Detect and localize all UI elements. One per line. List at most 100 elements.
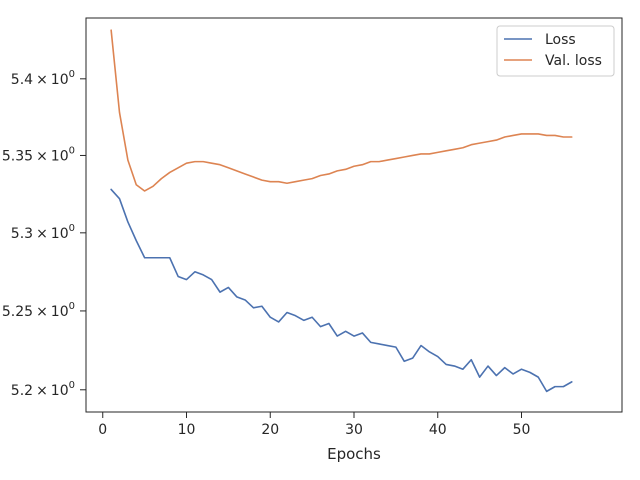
data-point-val-loss — [529, 133, 531, 135]
data-point-loss — [127, 221, 129, 223]
data-point-loss — [311, 316, 313, 318]
data-point-val-loss — [344, 168, 346, 170]
data-point-val-loss — [411, 154, 413, 156]
data-point-val-loss — [152, 185, 154, 187]
data-point-val-loss — [135, 184, 137, 186]
data-point-loss — [571, 381, 573, 383]
y-tick-label: 5.4 × 100 — [11, 69, 75, 88]
data-point-loss — [562, 385, 564, 387]
data-point-loss — [344, 330, 346, 332]
data-point-val-loss — [269, 180, 271, 182]
data-point-val-loss — [520, 133, 522, 135]
y-tick-base: 10 — [51, 226, 69, 242]
data-point-val-loss — [286, 182, 288, 184]
data-point-val-loss — [512, 134, 514, 136]
data-point-loss — [294, 314, 296, 316]
data-point-val-loss — [437, 151, 439, 153]
data-point-val-loss — [495, 139, 497, 141]
data-point-val-loss — [370, 160, 372, 162]
data-point-loss — [110, 188, 112, 190]
data-point-val-loss — [562, 136, 564, 138]
data-point-val-loss — [143, 190, 145, 192]
data-point-val-loss — [160, 177, 162, 179]
data-point-loss — [361, 332, 363, 334]
data-point-loss — [478, 376, 480, 378]
data-point-val-loss — [453, 148, 455, 150]
data-point-loss — [269, 316, 271, 318]
data-point-loss — [252, 307, 254, 309]
data-point-loss — [445, 363, 447, 365]
y-tick-times: × — [36, 383, 48, 399]
data-point-val-loss — [504, 136, 506, 138]
data-point-val-loss — [252, 176, 254, 178]
data-point-loss — [378, 343, 380, 345]
y-tick-exponent: 0 — [69, 69, 75, 80]
x-tick-label: 40 — [429, 422, 447, 438]
data-point-val-loss — [244, 173, 246, 175]
y-tick-label: 5.3 × 100 — [11, 223, 75, 242]
data-point-val-loss — [378, 160, 380, 162]
data-point-val-loss — [202, 160, 204, 162]
data-point-val-loss — [294, 180, 296, 182]
plot-area — [85, 17, 623, 413]
y-tick-base: 10 — [51, 383, 69, 399]
x-tick-label: 10 — [178, 422, 196, 438]
series-layer — [110, 29, 573, 393]
legend-label-val-loss: Val. loss — [545, 53, 602, 69]
y-tick-mantissa: 5.35 — [2, 148, 33, 164]
data-point-loss — [403, 360, 405, 362]
y-tick-times: × — [36, 148, 48, 164]
y-tick-exponent: 0 — [69, 223, 75, 234]
data-point-val-loss — [403, 156, 405, 158]
y-tick-label: 5.25 × 100 — [2, 301, 75, 320]
data-point-val-loss — [386, 159, 388, 161]
y-tick-times: × — [36, 304, 48, 320]
data-point-val-loss — [361, 164, 363, 166]
data-point-val-loss — [571, 136, 573, 138]
data-point-loss — [395, 346, 397, 348]
y-tick-base: 10 — [51, 72, 69, 88]
data-point-val-loss — [445, 150, 447, 152]
data-point-val-loss — [311, 177, 313, 179]
x-tick-label: 0 — [98, 422, 107, 438]
y-tick-mantissa: 5.25 — [2, 304, 33, 320]
legend: Loss Val. loss — [496, 25, 615, 77]
data-point-loss — [470, 359, 472, 361]
y-tick-mantissa: 5.4 — [11, 72, 33, 88]
data-point-loss — [210, 278, 212, 280]
data-point-val-loss — [353, 165, 355, 167]
data-point-val-loss — [462, 147, 464, 149]
axes-frame — [85, 17, 623, 413]
legend-label-loss: Loss — [545, 32, 576, 48]
data-point-loss — [545, 390, 547, 392]
data-point-loss — [370, 341, 372, 343]
data-point-loss — [353, 335, 355, 337]
x-tick-label: 30 — [345, 422, 363, 438]
data-point-val-loss — [303, 179, 305, 181]
data-point-loss — [185, 278, 187, 280]
data-point-loss — [420, 344, 422, 346]
data-point-loss — [152, 257, 154, 259]
data-point-loss — [277, 321, 279, 323]
data-point-val-loss — [554, 134, 556, 136]
data-point-loss — [328, 322, 330, 324]
data-point-val-loss — [219, 164, 221, 166]
data-point-val-loss — [420, 153, 422, 155]
data-point-loss — [219, 291, 221, 293]
data-point-val-loss — [110, 29, 112, 31]
data-point-loss — [411, 357, 413, 359]
data-point-loss — [286, 311, 288, 313]
data-point-loss — [143, 257, 145, 259]
data-point-val-loss — [227, 167, 229, 169]
data-point-val-loss — [487, 140, 489, 142]
data-point-loss — [529, 371, 531, 373]
y-tick-base: 10 — [51, 148, 69, 164]
y-tick-times: × — [36, 226, 48, 242]
x-tick-label: 20 — [261, 422, 279, 438]
data-point-loss — [453, 365, 455, 367]
data-point-loss — [261, 305, 263, 307]
data-point-val-loss — [478, 142, 480, 144]
data-point-loss — [236, 296, 238, 298]
y-tick-exponent: 0 — [69, 380, 75, 391]
